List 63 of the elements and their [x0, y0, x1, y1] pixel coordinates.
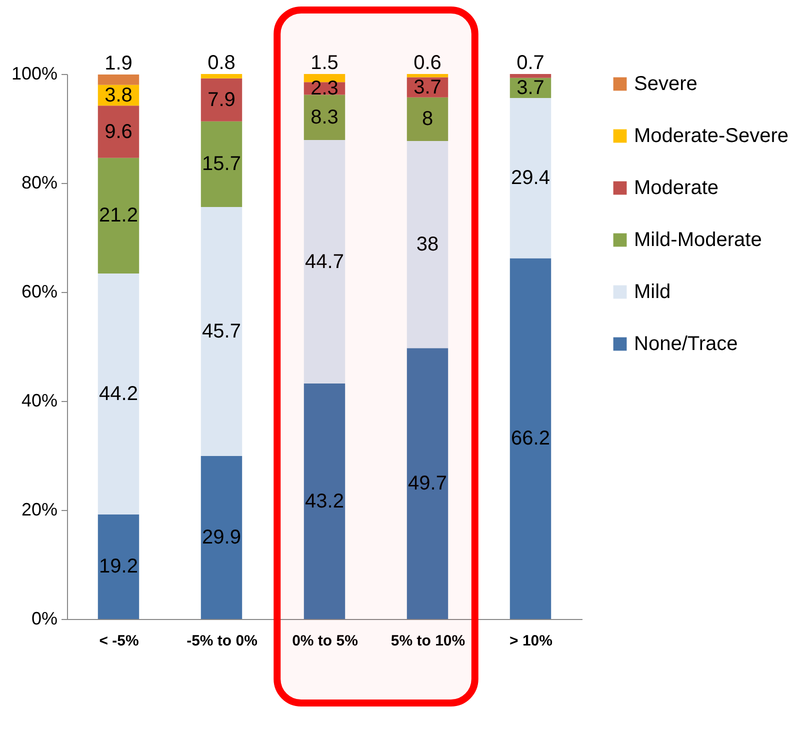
x-tick-label: 5% to 10% — [390, 632, 466, 650]
data-label: 7.9 — [208, 88, 236, 111]
x-tick-label: < -5% — [99, 632, 139, 650]
y-tick-label: 40% — [21, 390, 58, 410]
bar — [510, 258, 552, 619]
data-label: 29.9 — [202, 526, 241, 549]
bar — [98, 158, 140, 274]
bar — [510, 98, 552, 258]
y-tick-label: 0% — [31, 608, 58, 628]
x-tick-label: 0% to 5% — [292, 632, 358, 650]
y-tick-label: 60% — [21, 282, 58, 302]
bar — [510, 74, 552, 78]
bar — [406, 141, 448, 348]
bar — [200, 206, 242, 456]
legend-label: None/Trace — [634, 333, 738, 355]
legend-label: Severe — [634, 73, 698, 95]
bar — [98, 273, 140, 514]
data-label: 38 — [416, 234, 439, 256]
bar — [200, 78, 242, 122]
bar — [406, 97, 448, 142]
bar — [98, 106, 140, 158]
data-label: 19.2 — [99, 556, 138, 578]
bar — [304, 140, 346, 384]
y-tick-label: 100% — [11, 64, 58, 84]
x-tick-label: -5% to 0% — [186, 632, 258, 650]
bar — [304, 94, 346, 140]
bar — [200, 121, 242, 207]
data-label: 3.7 — [414, 76, 442, 98]
data-label: 15.7 — [202, 153, 241, 176]
legend-label: Mild — [634, 281, 671, 303]
data-label: 21.2 — [99, 204, 138, 227]
data-label: 0.7 — [516, 52, 544, 74]
data-label: 8 — [422, 108, 434, 130]
legend-label: Mild-Moderate — [634, 229, 762, 251]
x-tick-label: > 10% — [510, 632, 552, 650]
bar — [406, 74, 448, 78]
bar — [98, 74, 140, 85]
data-label: 29.4 — [511, 167, 550, 190]
bar — [200, 74, 242, 78]
bar — [304, 384, 346, 619]
legend-label: Moderate-Severe — [634, 125, 789, 147]
y-tick-label: 20% — [21, 500, 58, 520]
data-label: 9.6 — [104, 120, 132, 143]
bar — [200, 456, 242, 619]
data-label: 1.5 — [310, 52, 338, 74]
bar — [304, 74, 346, 82]
data-label: 45.7 — [202, 320, 241, 343]
data-label: 44.2 — [99, 382, 138, 405]
data-label: 0.6 — [414, 52, 442, 74]
y-tick-label: 80% — [21, 172, 58, 192]
bar — [98, 514, 140, 619]
bar — [406, 348, 448, 619]
legend-label: Moderate — [634, 177, 718, 199]
data-label: 3.7 — [516, 76, 544, 99]
data-label: 44.7 — [305, 250, 344, 273]
data-label: 49.7 — [408, 472, 447, 495]
data-label: 43.2 — [305, 490, 344, 512]
data-label: 66.2 — [511, 428, 550, 450]
data-label: 0.8 — [208, 52, 236, 74]
data-label: 1.9 — [104, 52, 132, 75]
data-label: 2.3 — [310, 77, 338, 100]
data-label: 8.3 — [310, 106, 338, 128]
data-label: 3.8 — [104, 84, 132, 106]
